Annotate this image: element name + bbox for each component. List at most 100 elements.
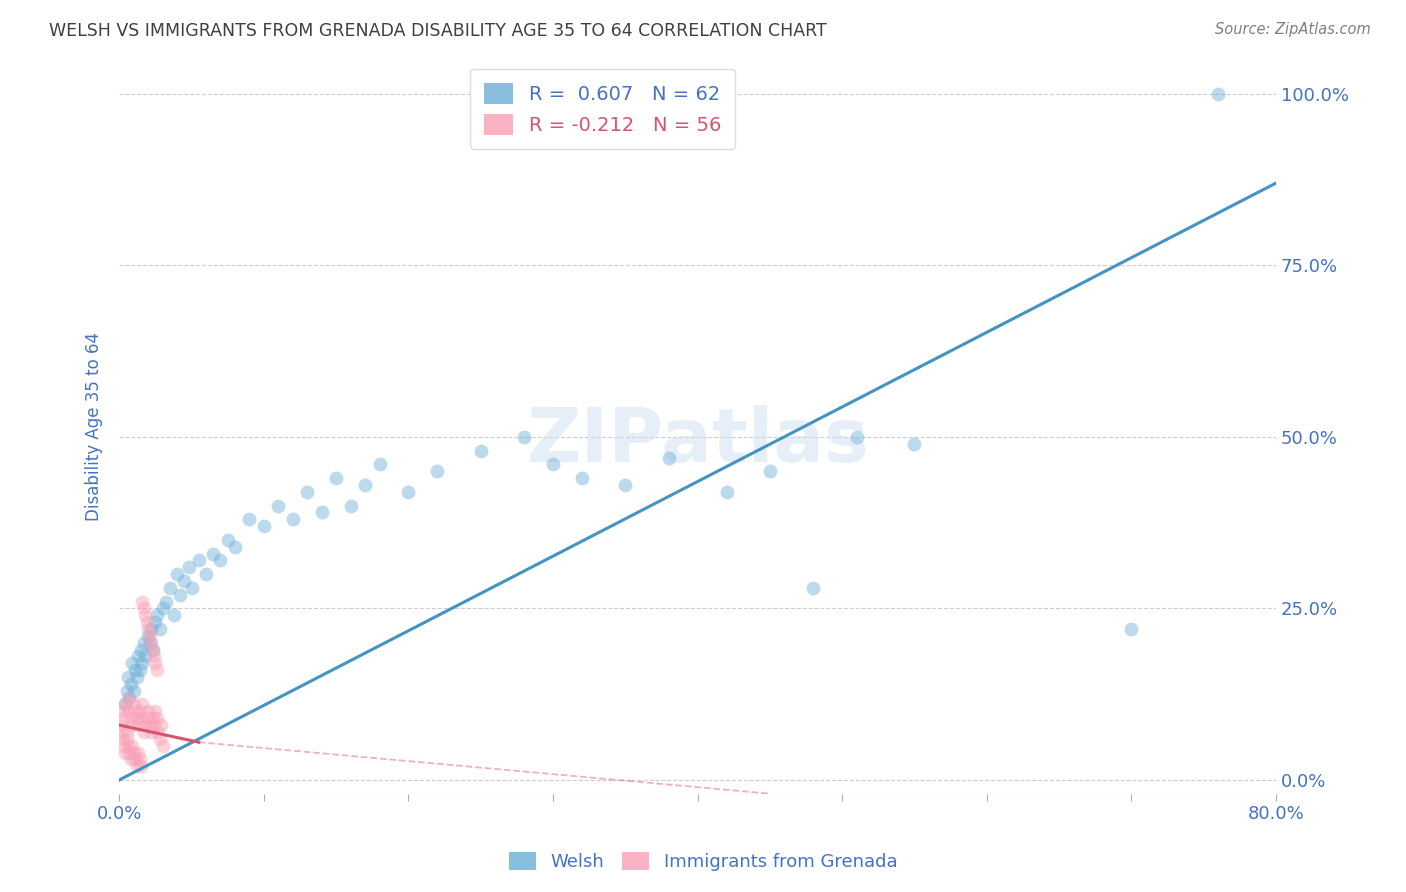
Point bbox=[132, 725, 155, 739]
Point bbox=[759, 464, 782, 478]
Point bbox=[110, 725, 132, 739]
Y-axis label: Disability Age 35 to 64: Disability Age 35 to 64 bbox=[86, 332, 103, 521]
Point bbox=[125, 759, 148, 773]
Point bbox=[117, 704, 139, 718]
Point bbox=[118, 690, 141, 705]
Point bbox=[152, 601, 174, 615]
Point bbox=[253, 519, 276, 533]
Point bbox=[134, 718, 156, 732]
Point bbox=[470, 443, 492, 458]
Point bbox=[368, 458, 391, 472]
Point bbox=[122, 683, 145, 698]
Point bbox=[132, 601, 155, 615]
Point bbox=[117, 670, 139, 684]
Point bbox=[141, 642, 163, 657]
Text: ZIPatlas: ZIPatlas bbox=[526, 405, 869, 478]
Point bbox=[354, 478, 377, 492]
Point bbox=[139, 636, 162, 650]
Point bbox=[135, 615, 157, 629]
Point bbox=[111, 704, 134, 718]
Point bbox=[124, 752, 146, 766]
Legend: Welsh, Immigrants from Grenada: Welsh, Immigrants from Grenada bbox=[502, 845, 904, 879]
Point bbox=[146, 608, 169, 623]
Point bbox=[125, 670, 148, 684]
Point bbox=[297, 484, 319, 499]
Point bbox=[139, 725, 162, 739]
Point bbox=[311, 505, 333, 519]
Point bbox=[112, 711, 135, 725]
Point bbox=[426, 464, 449, 478]
Point bbox=[122, 698, 145, 712]
Point bbox=[134, 608, 156, 623]
Point bbox=[148, 725, 170, 739]
Point bbox=[121, 657, 143, 671]
Text: Source: ZipAtlas.com: Source: ZipAtlas.com bbox=[1215, 22, 1371, 37]
Point bbox=[180, 581, 202, 595]
Point bbox=[224, 540, 246, 554]
Point bbox=[146, 711, 169, 725]
Point bbox=[716, 484, 738, 499]
Point bbox=[111, 731, 134, 746]
Point bbox=[1206, 87, 1229, 101]
Point bbox=[135, 711, 157, 725]
Point bbox=[115, 683, 138, 698]
Legend: R =  0.607   N = 62, R = -0.212   N = 56: R = 0.607 N = 62, R = -0.212 N = 56 bbox=[470, 70, 734, 149]
Point bbox=[159, 581, 181, 595]
Point bbox=[128, 752, 150, 766]
Point bbox=[129, 642, 152, 657]
Point bbox=[138, 636, 160, 650]
Point bbox=[145, 615, 167, 629]
Point bbox=[238, 512, 260, 526]
Point bbox=[903, 437, 925, 451]
Point bbox=[202, 547, 225, 561]
Text: WELSH VS IMMIGRANTS FROM GRENADA DISABILITY AGE 35 TO 64 CORRELATION CHART: WELSH VS IMMIGRANTS FROM GRENADA DISABIL… bbox=[49, 22, 827, 40]
Point bbox=[117, 739, 139, 753]
Point bbox=[122, 746, 145, 760]
Point bbox=[339, 499, 361, 513]
Point bbox=[136, 622, 159, 636]
Point bbox=[112, 739, 135, 753]
Point bbox=[209, 553, 232, 567]
Point bbox=[129, 759, 152, 773]
Point bbox=[145, 704, 167, 718]
Point bbox=[658, 450, 681, 465]
Point bbox=[177, 560, 200, 574]
Point bbox=[267, 499, 290, 513]
Point bbox=[143, 649, 166, 664]
Point bbox=[120, 711, 142, 725]
Point bbox=[128, 663, 150, 677]
Point bbox=[143, 718, 166, 732]
Point bbox=[141, 711, 163, 725]
Point bbox=[1121, 622, 1143, 636]
Point bbox=[166, 567, 188, 582]
Point bbox=[114, 698, 136, 712]
Point bbox=[187, 553, 209, 567]
Point bbox=[128, 704, 150, 718]
Point bbox=[138, 718, 160, 732]
Point bbox=[121, 739, 143, 753]
Point bbox=[513, 430, 536, 444]
Point bbox=[145, 657, 167, 671]
Point bbox=[131, 698, 153, 712]
Point bbox=[127, 746, 149, 760]
Point bbox=[217, 533, 239, 547]
Point bbox=[195, 567, 218, 582]
Point bbox=[127, 718, 149, 732]
Point bbox=[136, 704, 159, 718]
Point bbox=[325, 471, 347, 485]
Point bbox=[118, 746, 141, 760]
Point bbox=[115, 731, 138, 746]
Point bbox=[124, 704, 146, 718]
Point bbox=[138, 629, 160, 643]
Point bbox=[124, 663, 146, 677]
Point bbox=[132, 636, 155, 650]
Point bbox=[120, 752, 142, 766]
Point bbox=[120, 677, 142, 691]
Point bbox=[134, 649, 156, 664]
Point bbox=[131, 594, 153, 608]
Point bbox=[163, 608, 186, 623]
Point bbox=[614, 478, 637, 492]
Point bbox=[801, 581, 824, 595]
Point bbox=[150, 718, 173, 732]
Point bbox=[136, 629, 159, 643]
